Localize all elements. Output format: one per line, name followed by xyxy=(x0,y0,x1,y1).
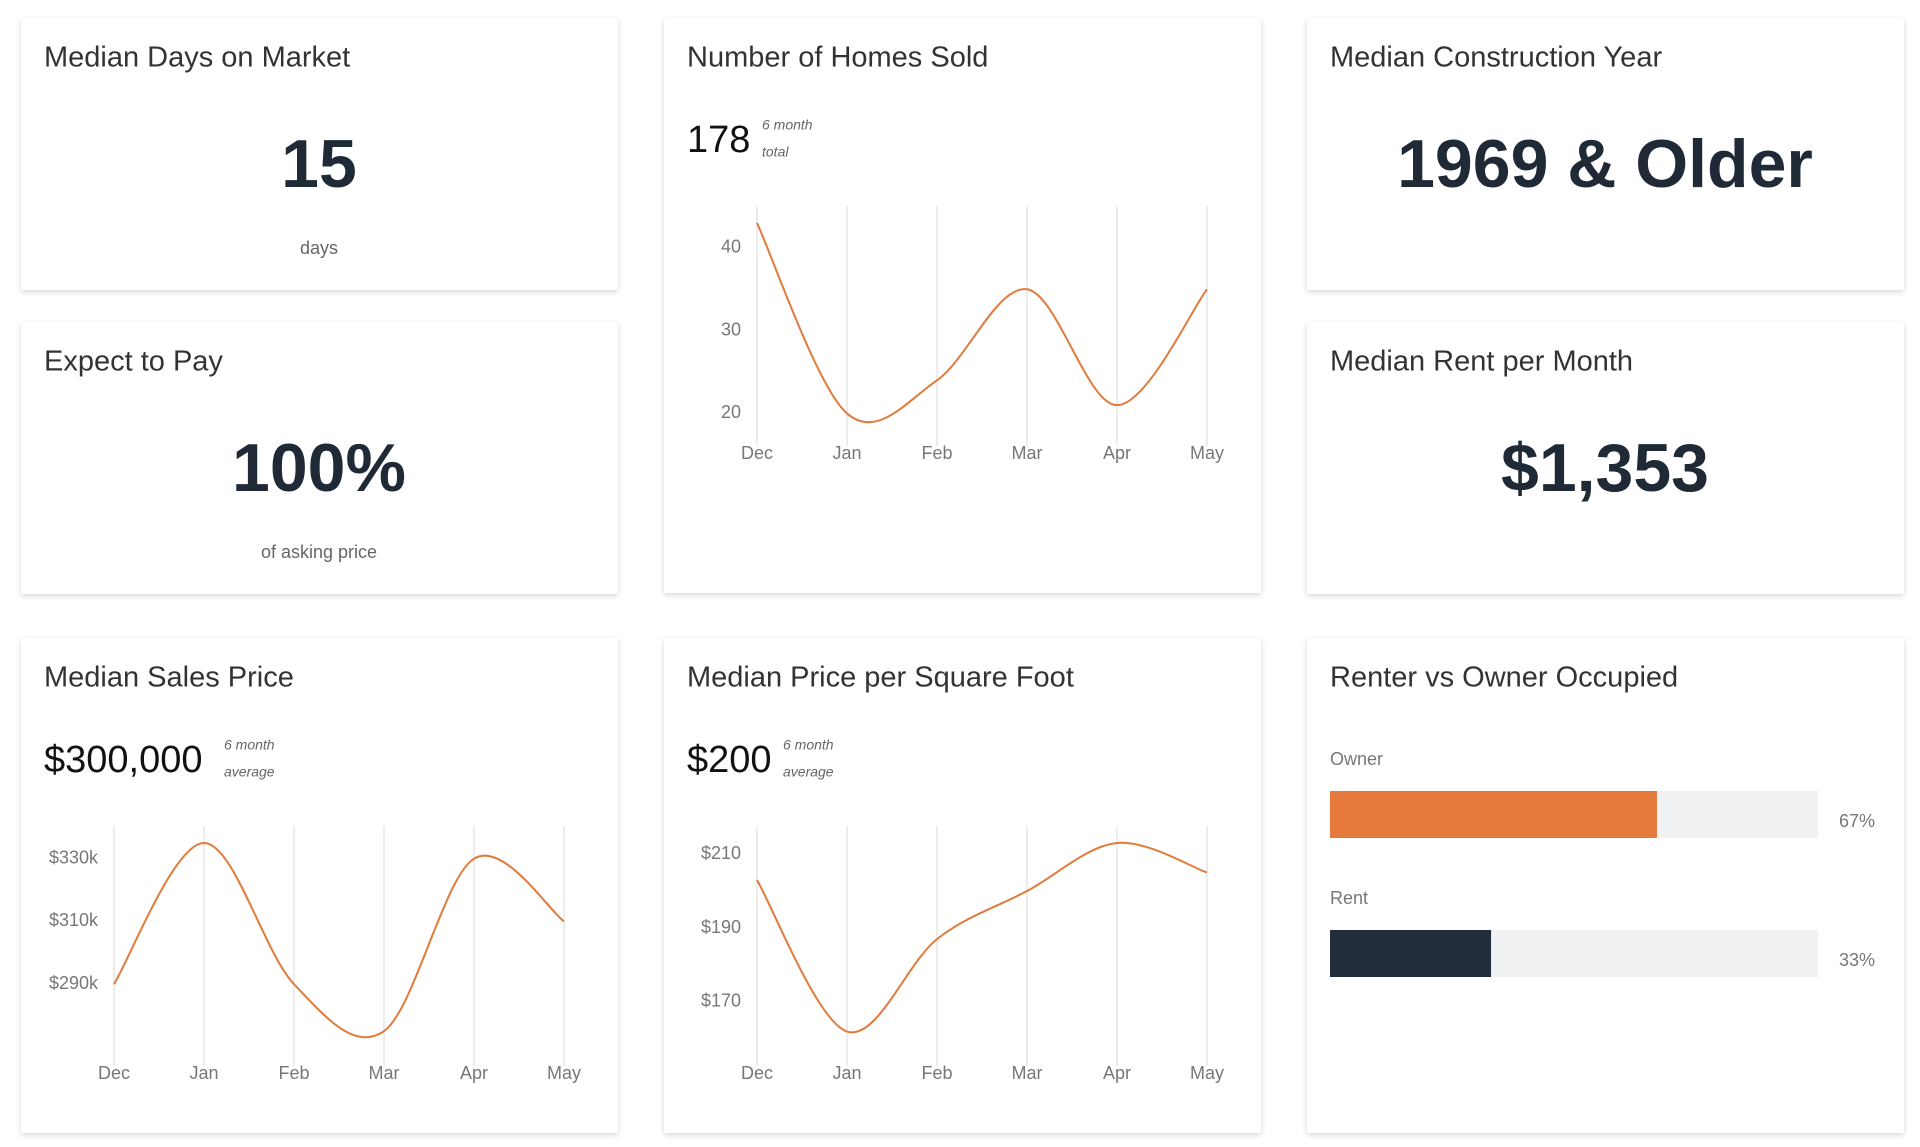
x-tick-label: Jan xyxy=(832,1063,861,1083)
summary-value: $200 xyxy=(687,739,772,781)
bar xyxy=(1330,791,1657,838)
bar-value-label: 67% xyxy=(1839,811,1875,831)
kpi-caption: days xyxy=(300,238,338,258)
card-title: Number of Homes Sold xyxy=(687,42,988,74)
bar xyxy=(1330,930,1492,977)
x-tick-label: Mar xyxy=(1012,443,1043,463)
summary-note: total xyxy=(762,144,789,160)
x-tick-label: May xyxy=(1190,443,1224,463)
x-tick-label: Feb xyxy=(278,1063,309,1083)
kpi-value: $1,353 xyxy=(1501,430,1709,506)
card xyxy=(664,638,1261,1133)
summary-value: 178 xyxy=(687,119,750,161)
card xyxy=(1307,638,1904,1133)
x-tick-label: Mar xyxy=(369,1063,400,1083)
card xyxy=(664,18,1261,593)
line-series xyxy=(756,222,1208,424)
card-title: Median Construction Year xyxy=(1330,42,1662,74)
y-tick-label: 40 xyxy=(721,237,741,257)
y-tick-label: 30 xyxy=(721,319,741,339)
x-tick-label: Apr xyxy=(1103,443,1131,463)
x-tick-label: Dec xyxy=(741,1063,773,1083)
kpi-value: 1969 & Older xyxy=(1397,126,1813,202)
summary-note: 6 month xyxy=(762,117,813,133)
card-title: Median Days on Market xyxy=(44,42,350,74)
line-series xyxy=(113,841,565,1039)
card xyxy=(1307,322,1904,594)
card-title: Median Sales Price xyxy=(44,662,294,694)
card xyxy=(21,638,618,1133)
y-tick-label: $190 xyxy=(701,917,741,937)
x-tick-label: Mar xyxy=(1012,1063,1043,1083)
card xyxy=(21,322,618,594)
y-tick-label: 20 xyxy=(721,402,741,422)
x-tick-label: Apr xyxy=(460,1063,488,1083)
kpi-value: 15 xyxy=(281,126,357,202)
kpi-value: 100% xyxy=(232,430,406,506)
bar-value-label: 33% xyxy=(1839,950,1875,970)
card-title: Median Price per Square Foot xyxy=(687,662,1074,694)
card xyxy=(21,18,618,290)
y-tick-label: $290k xyxy=(49,973,99,993)
bar-label: Owner xyxy=(1330,749,1383,769)
y-tick-label: $310k xyxy=(49,910,99,930)
x-tick-label: Dec xyxy=(98,1063,130,1083)
x-tick-label: Apr xyxy=(1103,1063,1131,1083)
summary-note: average xyxy=(783,764,834,780)
card xyxy=(1307,18,1904,290)
card-title: Median Rent per Month xyxy=(1330,346,1633,378)
card-title: Expect to Pay xyxy=(44,346,223,378)
line-series xyxy=(756,841,1208,1034)
bar-label: Rent xyxy=(1330,888,1368,908)
x-tick-label: May xyxy=(1190,1063,1224,1083)
y-tick-label: $330k xyxy=(49,847,99,867)
summary-value: $300,000 xyxy=(44,739,203,781)
y-tick-label: $170 xyxy=(701,991,741,1011)
x-tick-label: Jan xyxy=(189,1063,218,1083)
summary-note: 6 month xyxy=(783,737,834,753)
kpi-caption: of asking price xyxy=(261,542,377,562)
card-title: Renter vs Owner Occupied xyxy=(1330,662,1678,694)
x-tick-label: Feb xyxy=(921,1063,952,1083)
x-tick-label: Feb xyxy=(921,443,952,463)
x-tick-label: Jan xyxy=(832,443,861,463)
y-tick-label: $210 xyxy=(701,843,741,863)
summary-note: 6 month xyxy=(224,737,275,753)
x-tick-label: May xyxy=(547,1063,581,1083)
summary-note: average xyxy=(224,764,275,780)
x-tick-label: Dec xyxy=(741,443,773,463)
